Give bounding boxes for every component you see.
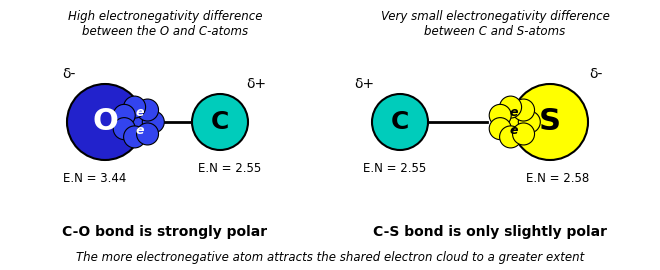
Text: e: e <box>510 106 518 119</box>
Text: C: C <box>391 110 409 134</box>
Text: δ-: δ- <box>589 67 603 81</box>
Text: High electronegativity difference: High electronegativity difference <box>68 10 262 23</box>
Text: E.N = 2.55: E.N = 2.55 <box>364 161 426 174</box>
Circle shape <box>137 99 158 121</box>
Circle shape <box>114 104 135 126</box>
Text: e: e <box>136 106 145 119</box>
Circle shape <box>123 96 146 118</box>
Circle shape <box>489 104 512 126</box>
Text: E.N = 2.55: E.N = 2.55 <box>199 161 261 174</box>
Text: C-S bond is only slightly polar: C-S bond is only slightly polar <box>373 225 607 239</box>
Circle shape <box>120 104 156 140</box>
Text: The more electronegative atom attracts the shared electron cloud to a greater ex: The more electronegative atom attracts t… <box>76 251 584 265</box>
Circle shape <box>500 96 521 118</box>
Text: e: e <box>136 123 145 137</box>
Circle shape <box>489 118 512 140</box>
Circle shape <box>513 99 535 121</box>
Circle shape <box>143 111 164 133</box>
Text: C: C <box>211 110 229 134</box>
Circle shape <box>372 94 428 150</box>
Text: S: S <box>539 107 561 137</box>
Text: O: O <box>92 107 118 137</box>
Circle shape <box>500 126 521 148</box>
Circle shape <box>518 111 541 133</box>
Text: δ-: δ- <box>62 67 76 81</box>
Circle shape <box>137 123 158 145</box>
Text: E.N = 3.44: E.N = 3.44 <box>63 171 127 184</box>
Text: between C and S-atoms: between C and S-atoms <box>424 25 566 38</box>
Text: δ+: δ+ <box>246 77 266 91</box>
Circle shape <box>512 84 588 160</box>
Circle shape <box>114 118 135 140</box>
Text: e: e <box>510 123 518 137</box>
Circle shape <box>192 94 248 150</box>
Text: Very small electronegativity difference: Very small electronegativity difference <box>381 10 609 23</box>
Text: between the O and C-atoms: between the O and C-atoms <box>82 25 248 38</box>
Text: E.N = 2.58: E.N = 2.58 <box>527 171 589 184</box>
Circle shape <box>513 123 535 145</box>
Circle shape <box>67 84 143 160</box>
Circle shape <box>496 104 532 140</box>
Circle shape <box>123 126 146 148</box>
Text: C-O bond is strongly polar: C-O bond is strongly polar <box>63 225 267 239</box>
Text: δ+: δ+ <box>354 77 374 91</box>
